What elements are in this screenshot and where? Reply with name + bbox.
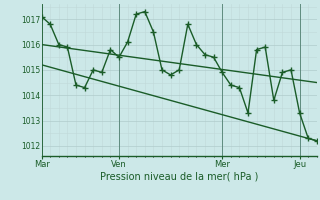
- X-axis label: Pression niveau de la mer( hPa ): Pression niveau de la mer( hPa ): [100, 172, 258, 182]
